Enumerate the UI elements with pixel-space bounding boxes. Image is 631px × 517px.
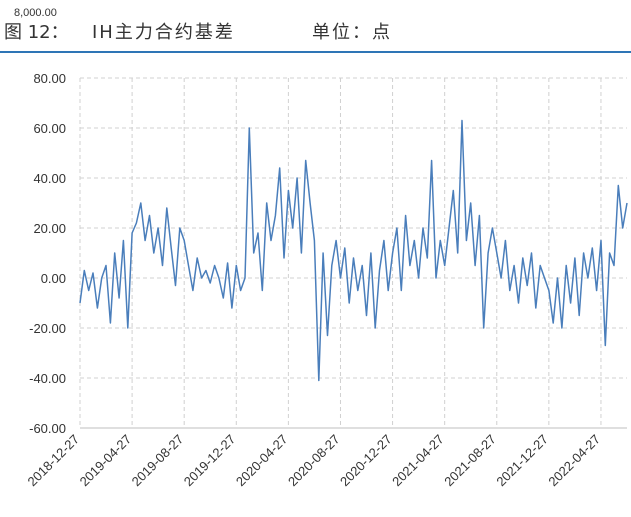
y-tick-label: 40.00 <box>33 171 66 186</box>
figure-label: 图 12： <box>4 22 69 43</box>
y-tick-label: -40.00 <box>29 371 66 386</box>
x-tick-label: 2021-08-27 <box>441 432 499 490</box>
y-tick-label: 0.00 <box>41 271 66 286</box>
x-tick-label: 2022-04-27 <box>545 432 603 490</box>
x-tick-label: 2020-04-27 <box>233 432 291 490</box>
x-tick-label: 2020-08-27 <box>285 432 343 490</box>
x-tick-label: 2021-12-27 <box>493 432 551 490</box>
y-tick-label: 80.00 <box>33 71 66 86</box>
x-tick-label: 2019-12-27 <box>181 432 239 490</box>
chart-title: IH主力合约基差 <box>92 22 235 43</box>
y-tick-label: -60.00 <box>29 421 66 436</box>
y-tick-label: 20.00 <box>33 221 66 236</box>
x-tick-label: 2019-08-27 <box>129 432 187 490</box>
x-tick-label: 2021-04-27 <box>389 432 447 490</box>
x-tick-label: 2018-12-27 <box>24 432 82 490</box>
y-tick-label: 60.00 <box>33 121 66 136</box>
overlap-label: 8,000.00 <box>14 7 57 19</box>
x-tick-label: 2020-12-27 <box>337 432 395 490</box>
x-tick-label: 2019-04-27 <box>77 432 135 490</box>
unit-label: 单位：点 <box>312 22 392 43</box>
y-tick-label: -20.00 <box>29 321 66 336</box>
series-line <box>79 119 628 382</box>
